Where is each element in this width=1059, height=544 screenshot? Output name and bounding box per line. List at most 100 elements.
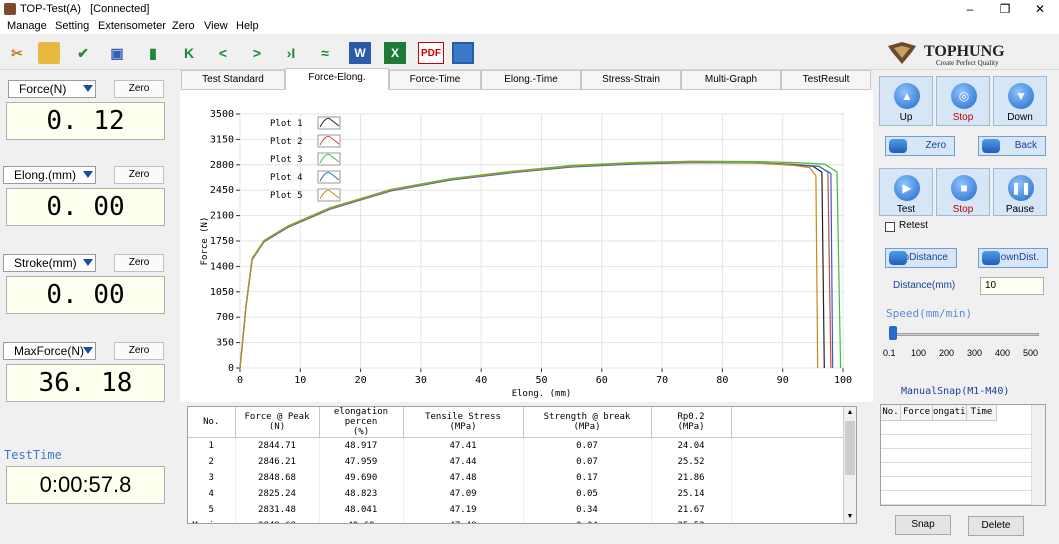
pdf-export-icon[interactable]: PDF	[418, 42, 444, 64]
table-row[interactable]: 5 2831.48 48.041 47.19 0.34 21.67	[188, 501, 848, 518]
tab-stress-strain[interactable]: Stress-Strain	[581, 70, 681, 90]
zero-all-button[interactable]: Zero	[885, 136, 955, 156]
speed-slider-thumb[interactable]	[889, 326, 898, 340]
stop-move-button[interactable]: ◎ Stop	[936, 76, 990, 126]
snap-button[interactable]: Snap	[895, 515, 951, 535]
table-header[interactable]	[731, 407, 848, 438]
menu-extensometer[interactable]: Extensometer	[98, 20, 166, 32]
tab-force-elong[interactable]: Force-Elong.	[285, 68, 389, 90]
snap-column-header[interactable]: No.	[881, 405, 901, 421]
retest-checkbox[interactable]	[885, 222, 895, 232]
table-row[interactable]: 3 2848.68 49.690 47.48 0.17 21.86	[188, 469, 848, 486]
tools-icon[interactable]: ✂	[11, 44, 23, 61]
up-button[interactable]: ▲ Up	[879, 76, 933, 126]
curve-icon[interactable]: ≈	[321, 45, 329, 61]
play-icon: ▶	[894, 175, 920, 201]
scroll-thumb[interactable]	[845, 421, 855, 475]
chart-area: 0 10 20 30 40 50 60 70 80 90 100 0 350 700 1050 1400 175…	[180, 90, 873, 402]
legend-swatch-box	[317, 116, 341, 130]
tab-test-standard[interactable]: Test Standard	[181, 70, 285, 90]
table-row[interactable]: 4 2825.24 48.823 47.09 0.05 25.14	[188, 485, 848, 502]
word-export-icon[interactable]: W	[349, 42, 371, 64]
table-cell: 2825.24	[235, 485, 320, 502]
scroll-down-icon[interactable]: ▼	[846, 513, 854, 520]
edit-check-icon[interactable]: ✔	[77, 44, 89, 61]
prev-icon[interactable]: <	[218, 45, 228, 61]
x-tick-label: 20	[355, 375, 367, 386]
legend-swatch-box	[317, 134, 341, 148]
menu-manage[interactable]: Manage	[7, 20, 47, 32]
snap-column-header[interactable]: Force	[901, 405, 933, 421]
table-cell: 49.69	[319, 517, 404, 523]
force-zero-button[interactable]: Zero	[114, 80, 164, 98]
test-button[interactable]: ▶ Test	[879, 168, 933, 216]
print-settings-icon[interactable]: ▣	[110, 44, 124, 61]
tab-multi-graph[interactable]: Multi-Graph	[681, 70, 781, 90]
back-button[interactable]: Back	[978, 136, 1046, 156]
tab-test-result[interactable]: TestResult	[781, 70, 871, 90]
open-folder-icon[interactable]	[38, 42, 60, 64]
series-line-5	[239, 161, 819, 369]
table-header[interactable]: Rp0.2 (MPa)	[651, 407, 732, 438]
down-button[interactable]: ▼ Down	[993, 76, 1047, 126]
stroke-channel-select[interactable]: Stroke(mm)	[3, 254, 96, 272]
table-cell: 2	[188, 453, 236, 470]
results-table: No. Force @ Peak (N) elongation percen (%) Te…	[187, 406, 857, 524]
up-distance-button[interactable]: UpDistance	[885, 248, 957, 268]
first-icon[interactable]: K	[183, 45, 195, 61]
x-tick-label: 100	[834, 375, 852, 386]
maxforce-channel-select[interactable]: MaxForce(N)	[3, 342, 96, 360]
stroke-zero-button[interactable]: Zero	[114, 254, 164, 272]
down-distance-button[interactable]: DownDist.	[978, 248, 1048, 268]
table-header[interactable]: Strength @ break (MPa)	[523, 407, 652, 438]
close-button[interactable]: ✕	[1034, 2, 1046, 16]
speed-tick-label: 0.1	[883, 348, 896, 358]
monitor-icon[interactable]	[452, 42, 474, 64]
test-time-display: 0:00:57.8	[6, 466, 165, 504]
logo-tagline: Create Perfect Quality	[936, 59, 999, 67]
table-cell	[731, 469, 848, 486]
maxforce-channel-label: MaxForce(N)	[14, 344, 85, 358]
legend-swatch-box	[317, 152, 341, 166]
menu-help[interactable]: Help	[236, 20, 259, 32]
pause-button[interactable]: ❚❚ Pause	[993, 168, 1047, 216]
y-tick-label: 700	[216, 312, 234, 323]
speed-slider-track[interactable]	[889, 333, 1039, 336]
delete-bin-icon[interactable]: ▮	[149, 44, 157, 61]
pause-icon: ❚❚	[1008, 175, 1034, 201]
maximize-button[interactable]: ❐	[999, 2, 1011, 16]
minimize-button[interactable]: –	[966, 2, 974, 16]
snap-column-header[interactable]: Time	[967, 405, 997, 421]
menu-setting[interactable]: Setting	[55, 20, 90, 32]
scroll-up-icon[interactable]: ▲	[846, 409, 854, 416]
elong-channel-select[interactable]: Elong.(mm)	[3, 166, 96, 184]
stop-test-button[interactable]: ■ Stop	[936, 168, 990, 216]
excel-export-icon[interactable]: X	[384, 42, 406, 64]
up-distance-label: UpDistance	[896, 252, 948, 263]
last-icon[interactable]: ›I	[286, 45, 296, 61]
table-scrollbar[interactable]: ▲ ▼	[843, 407, 856, 523]
tab-elong-time[interactable]: Elong.-Time	[481, 70, 581, 90]
table-row[interactable]: 1 2844.71 48.917 47.41 0.07 24.04	[188, 437, 848, 454]
table-header[interactable]: elongation percen (%)	[319, 407, 404, 438]
table-header[interactable]: Force @ Peak (N)	[235, 407, 320, 438]
snap-scrollbar[interactable]	[1031, 405, 1045, 505]
table-row[interactable]: 2 2846.21 47.959 47.44 0.07 25.52	[188, 453, 848, 470]
legend-swatch-box	[317, 170, 341, 184]
stroke-channel-label: Stroke(mm)	[14, 256, 77, 270]
menu-zero[interactable]: Zero	[172, 20, 195, 32]
menu-view[interactable]: View	[204, 20, 228, 32]
table-header[interactable]: No.	[188, 407, 236, 438]
table-cell: 0.07	[523, 453, 652, 470]
maxforce-zero-button[interactable]: Zero	[114, 342, 164, 360]
table-cell: 47.44	[403, 453, 524, 470]
distance-input[interactable]: 10	[980, 277, 1044, 295]
next-icon[interactable]: >	[252, 45, 262, 61]
snap-column-header[interactable]: ongatio	[933, 405, 967, 421]
force-channel-select[interactable]: Force(N)	[8, 80, 96, 98]
table-header[interactable]: Tensile Stress (MPa)	[403, 407, 524, 438]
elong-zero-button[interactable]: Zero	[114, 166, 164, 184]
tab-force-time[interactable]: Force-Time	[389, 70, 481, 90]
delete-button[interactable]: Delete	[968, 516, 1024, 536]
